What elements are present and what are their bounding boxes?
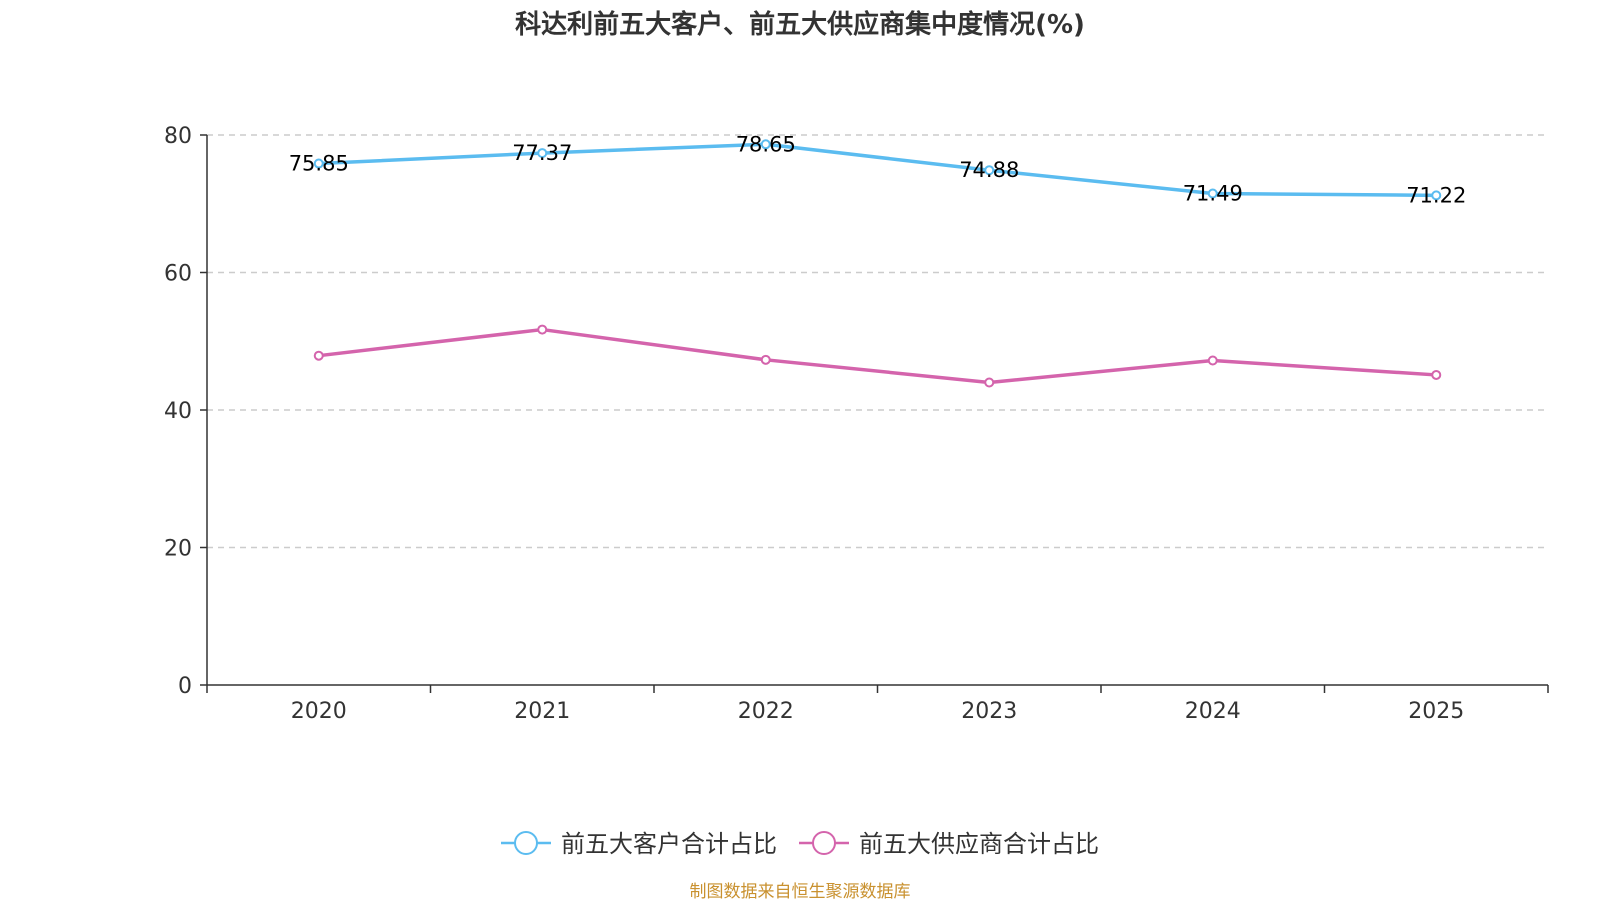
series-1-point-2022 [760,139,771,150]
series-1-point-2024 [1207,188,1218,199]
series-2-point-2024 [1207,355,1218,366]
x-tick-label-2021: 2021 [514,699,570,724]
series-1-point-2023 [984,165,995,176]
data-label-1-2021: 77.37 [512,141,572,165]
data-label-1-2020: 75.85 [289,152,349,176]
series-1-point-2025 [1431,190,1442,201]
series-line-1 [317,142,1438,198]
series-2-point-2025 [1431,369,1442,380]
legend-marker-1 [514,831,538,855]
source-note: 制图数据来自恒生聚源数据库 [690,882,911,900]
data-label-1-2024: 71.49 [1183,182,1243,206]
legend-marker-2 [812,831,836,855]
y-tick-label-40: 40 [164,399,192,424]
axis-layer: 0 20 40 60 80 2020 2021 2022 2023 2024 2025 [164,124,1549,724]
data-label-1-2022: 78.65 [736,132,796,156]
x-tick-label-2023: 2023 [961,699,1017,724]
legend-item-2[interactable]: 前五大供应商合计占比 [799,830,1099,858]
series-layer [313,139,1442,388]
series-2-point-2021 [537,324,548,335]
x-tick-label-2020: 2020 [291,699,347,724]
x-tick-label-2022: 2022 [738,699,794,724]
legend-item-1[interactable]: 前五大客户合计占比 [501,830,777,858]
series-1-point-2021 [537,148,548,159]
y-tick-label-60: 60 [164,262,192,287]
series-1-point-2020 [313,158,324,169]
series-2-point-2020 [313,350,324,361]
y-tick-label-80: 80 [164,124,192,149]
legend-label-1: 前五大客户合计占比 [561,830,777,858]
legend-label-2: 前五大供应商合计占比 [859,830,1099,858]
series-line-2 [317,327,1438,385]
y-tick-label-0: 0 [178,674,192,699]
series-2-point-2023 [984,377,995,388]
data-label-1-2023: 74.88 [959,158,1019,182]
label-layer: 75.85 77.37 78.65 74.88 71.49 71.22 [289,132,1467,207]
data-label-1-2025: 71.22 [1406,183,1466,207]
x-tick-label-2025: 2025 [1408,699,1464,724]
legend[interactable]: 前五大客户合计占比 前五大供应商合计占比 [501,830,1099,858]
chart-title: 科达利前五大客户、前五大供应商集中度情况(%) [515,9,1085,40]
grid-layer [207,134,1548,549]
series-2-point-2022 [760,354,771,365]
y-tick-label-20: 20 [164,537,192,562]
x-tick-label-2024: 2024 [1185,699,1241,724]
